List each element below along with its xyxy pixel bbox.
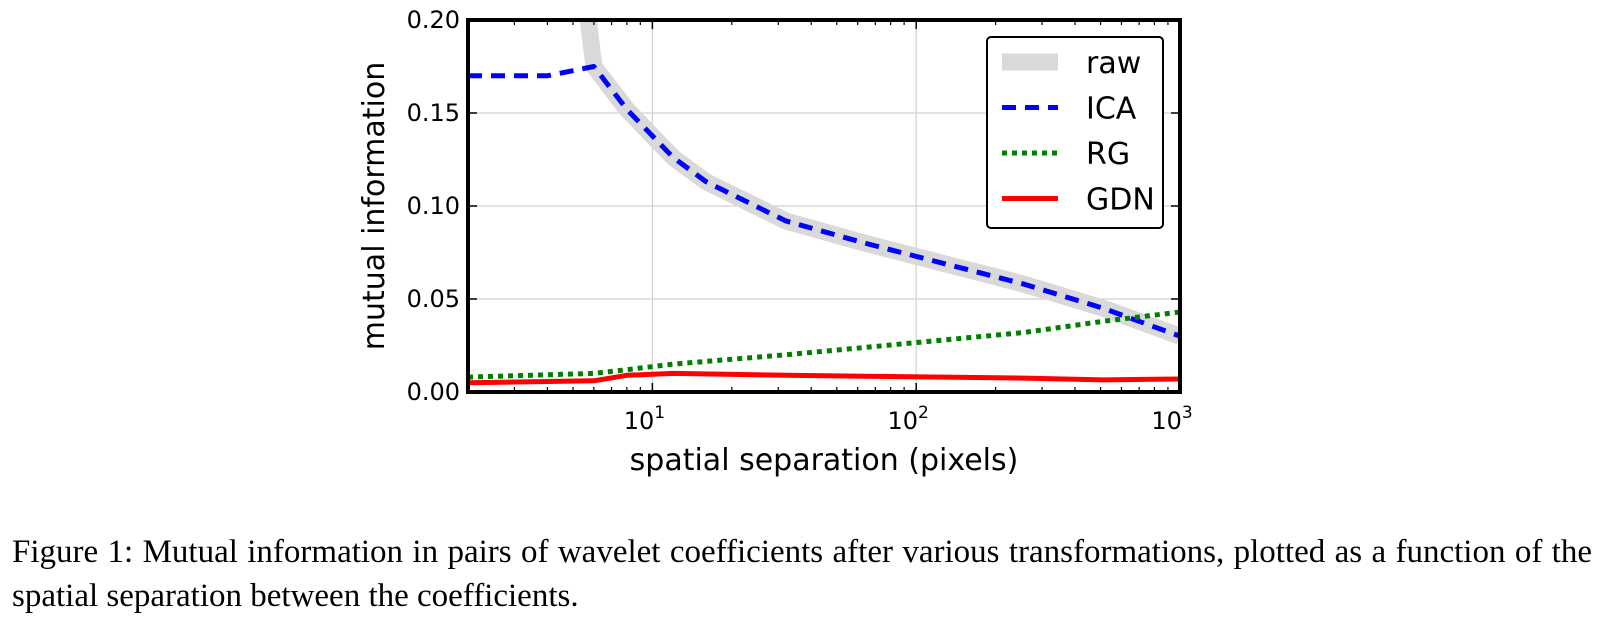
- legend-box: [986, 36, 1164, 229]
- legend-entries: raw ICA RG GDN: [1002, 46, 1155, 218]
- legend-label-rg: RG: [1086, 137, 1130, 172]
- series-line-gdn: [468, 370, 1180, 386]
- y-tick-label: 0.05: [407, 285, 460, 313]
- y-tick-label: 0.20: [407, 6, 460, 34]
- figure-caption: Figure 1: Mutual information in pairs of…: [12, 534, 1592, 614]
- legend-label-raw: raw: [1086, 46, 1141, 81]
- mutual-information-chart: 101 102 103 0.00 0.05 0.10 0.15 0.20 spatial s…: [357, 6, 1193, 478]
- y-tick-label: 0.15: [407, 99, 460, 127]
- axis-ticks: [468, 19, 1181, 393]
- series-lines: [468, 20, 1180, 386]
- x-tick-label: 102: [888, 403, 929, 435]
- series-line-rg: [468, 309, 1180, 380]
- y-axis-title: mutual information: [357, 62, 392, 350]
- x-tick-label: 101: [624, 403, 665, 435]
- legend: raw ICA RG GDN: [986, 36, 1164, 229]
- x-tick-labels: 101 102 103: [624, 403, 1193, 435]
- y-tick-label: 0.10: [407, 192, 460, 220]
- y-tick-label: 0.00: [407, 378, 460, 406]
- legend-label-gdn: GDN: [1086, 183, 1155, 218]
- x-tick-label: 103: [1151, 403, 1192, 435]
- x-axis-title: spatial separation (pixels): [630, 443, 1019, 478]
- series-line-ica: [468, 64, 1180, 339]
- y-tick-labels: 0.00 0.05 0.10 0.15 0.20: [407, 6, 460, 406]
- legend-label-ica: ICA: [1086, 92, 1137, 127]
